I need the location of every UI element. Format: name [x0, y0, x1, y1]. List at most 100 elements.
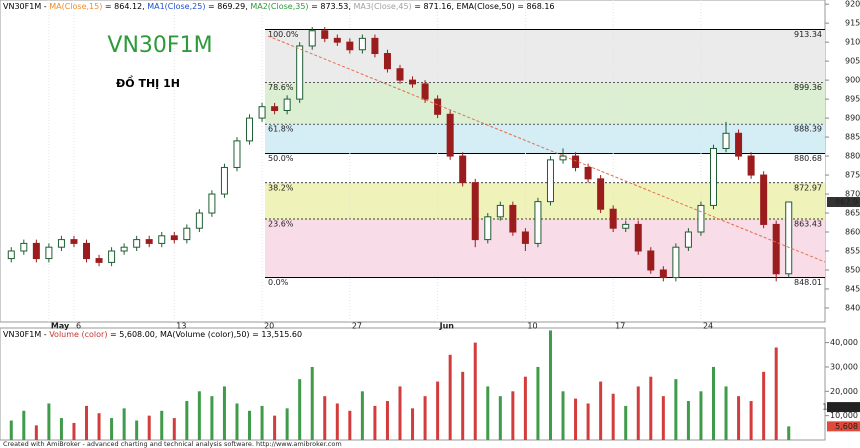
candle-body: [509, 204, 517, 233]
candle-body: [83, 242, 91, 260]
y-tick-label: 895: [845, 95, 860, 104]
candle-body: [321, 30, 329, 39]
volume-bar: [185, 401, 189, 440]
fib-label: 23.6%: [268, 219, 294, 228]
volume-bar: [448, 354, 452, 440]
volume-bar: [498, 396, 502, 440]
volume-bar: [172, 418, 176, 440]
y-tick-label: 40,000: [830, 338, 858, 347]
volume-bar: [160, 410, 164, 440]
y-tick-label: 900: [845, 76, 860, 85]
fib-band: [265, 218, 825, 278]
candle-body: [396, 68, 404, 81]
y-tick-label: 885: [845, 133, 860, 142]
candle-body: [195, 212, 203, 229]
volume-bar: [486, 386, 490, 440]
fib-label: 38.2%: [268, 183, 294, 192]
value-badge: [827, 197, 860, 208]
candle-body: [170, 235, 178, 241]
volume-bar: [122, 408, 126, 440]
volume-bar: [737, 396, 741, 440]
volume-header: VN30F1M - Volume (color) = 5,608.00, MA(…: [3, 330, 302, 339]
y-tick-label: 30,000: [830, 362, 858, 371]
x-tick-label: 10: [527, 322, 537, 331]
fib-value: 899.36: [794, 83, 822, 92]
candle-body: [684, 231, 692, 248]
candle-body: [120, 246, 128, 252]
candle-body: [32, 242, 40, 260]
volume-bar: [59, 418, 63, 440]
volume-bar: [599, 381, 603, 440]
candle-body: [735, 132, 743, 157]
y-tick-label: 850: [845, 265, 860, 274]
volume-bar: [34, 425, 38, 440]
candle-body: [45, 246, 53, 260]
candle-body: [546, 159, 554, 203]
candle-body: [521, 231, 529, 244]
fib-label: 50.0%: [268, 154, 294, 163]
value-badge: [827, 402, 860, 413]
candle-body: [371, 37, 379, 55]
candle-body: [709, 147, 717, 206]
candle-body: [70, 239, 78, 244]
y-tick-label: 865: [845, 209, 860, 218]
fib-value: 848.01: [794, 278, 822, 287]
volume-bar: [298, 379, 302, 440]
candle-body: [647, 250, 655, 271]
candle-body: [233, 140, 241, 168]
volume-bar: [22, 410, 26, 440]
trend-line: [267, 35, 826, 263]
candle-body: [383, 53, 391, 70]
x-tick-label: 27: [352, 322, 362, 331]
candle-body: [220, 166, 228, 195]
volume-bar: [222, 386, 226, 440]
volume-bar: [147, 415, 151, 440]
candle-body: [496, 204, 504, 218]
candle-body: [747, 155, 755, 176]
volume-bar: [523, 376, 527, 440]
value-badge-label: 13,515.6: [822, 403, 858, 412]
header-part: = 871.16, EMA(Close,50) = 868.16: [412, 2, 555, 11]
fib-band: [265, 153, 825, 183]
volume-bar: [749, 401, 753, 440]
candle-body: [697, 204, 705, 233]
volume-bar: [473, 342, 477, 440]
volume-bar: [574, 398, 578, 440]
volume-bar: [273, 415, 277, 440]
candle-body: [572, 155, 580, 168]
volume-bar: [436, 381, 440, 440]
candle-body: [409, 79, 417, 85]
volume-bar: [248, 410, 252, 440]
fib-value: 863.43: [794, 219, 822, 228]
volume-bar: [686, 401, 690, 440]
x-tick-label: 20: [264, 322, 274, 331]
y-tick-label: 875: [845, 171, 860, 180]
candle-body: [308, 30, 316, 47]
candle-body: [283, 98, 291, 111]
header-part: = 873.53,: [309, 2, 354, 11]
volume-bar: [762, 371, 766, 440]
x-tick-label: Jun: [439, 322, 455, 331]
volume-bar: [536, 366, 540, 440]
volume-bar: [461, 371, 465, 440]
volume-bar: [561, 391, 565, 440]
candle-body: [434, 98, 442, 115]
fib-band: [265, 82, 825, 125]
header-part: MA2(Close,35): [250, 2, 308, 11]
volume-bar: [411, 408, 415, 440]
price-header: VN30F1M - MA(Close,15) = 864.12, MA1(Clo…: [3, 2, 555, 11]
fib-value: 888.39: [794, 125, 822, 134]
header-part: MA(Close,15): [49, 2, 102, 11]
candle-body: [471, 182, 479, 241]
candle-body: [158, 235, 166, 244]
volume-bar: [373, 405, 377, 440]
header-part: MA3(Close,45): [353, 2, 411, 11]
y-tick-label: 855: [845, 246, 860, 255]
volume-bar: [72, 422, 76, 440]
volume-bar: [360, 391, 364, 440]
fib-label: 0.0%: [268, 278, 289, 287]
chart-title: VN30F1M: [107, 33, 212, 58]
candle-body: [785, 201, 793, 275]
candle-body: [634, 223, 642, 252]
